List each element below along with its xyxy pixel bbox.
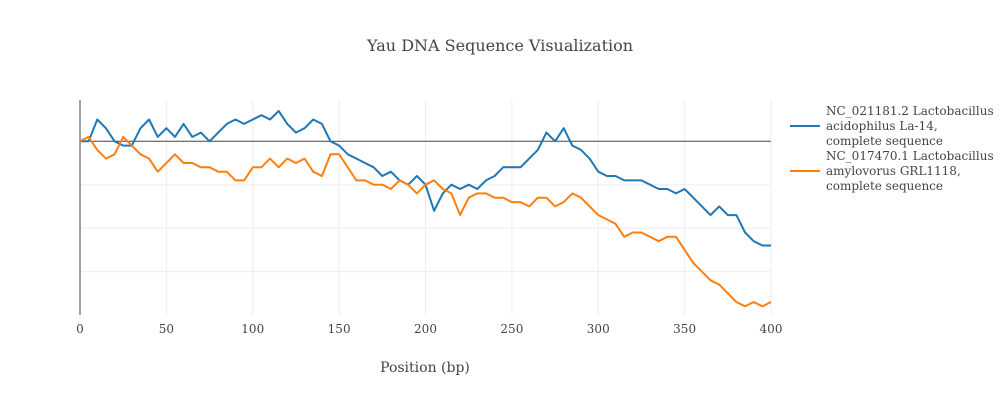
legend-label-line: complete sequence — [826, 179, 943, 193]
x-tick-label: 50 — [159, 322, 174, 336]
legend-item-2[interactable]: NC_017470.1 Lactobacillus amylovorus GRL1… — [790, 149, 994, 193]
x-tick-label: 300 — [587, 322, 610, 336]
chart-title: Yau DNA Sequence Visualization — [366, 36, 633, 55]
legend-label-line: acidophilus La-14, — [826, 119, 938, 133]
legend[interactable]: NC_021181.2 Lactobacillus acidophilus La-… — [790, 104, 994, 193]
series-layer — [79, 109, 772, 308]
legend-item-1[interactable]: NC_021181.2 Lactobacillus acidophilus La-… — [790, 104, 994, 148]
x-tick-labels: 0 50 100 150 200 250 300 350 400 — [76, 322, 782, 336]
x-tick-label: 150 — [328, 322, 351, 336]
x-tick-label: 350 — [673, 322, 696, 336]
x-tick-label: 0 — [76, 322, 84, 336]
series-line-2 — [79, 135, 772, 308]
x-axis-title: Position (bp) — [380, 360, 470, 376]
legend-label: NC_017470.1 Lactobacillus amylovorus GRL1… — [826, 149, 994, 193]
legend-label-line: amylovorus GRL1118, — [826, 164, 961, 178]
legend-label-line: complete sequence — [826, 134, 943, 148]
x-tick-label: 400 — [760, 322, 783, 336]
legend-label-line: NC_021181.2 Lactobacillus — [826, 104, 994, 118]
x-tick-label: 250 — [500, 322, 523, 336]
axis-layer — [79, 100, 771, 315]
legend-label-line: NC_017470.1 Lactobacillus — [826, 149, 994, 163]
legend-label: NC_021181.2 Lactobacillus acidophilus La-… — [826, 104, 994, 148]
x-tick-label: 200 — [414, 322, 437, 336]
x-tick-label: 100 — [241, 322, 264, 336]
